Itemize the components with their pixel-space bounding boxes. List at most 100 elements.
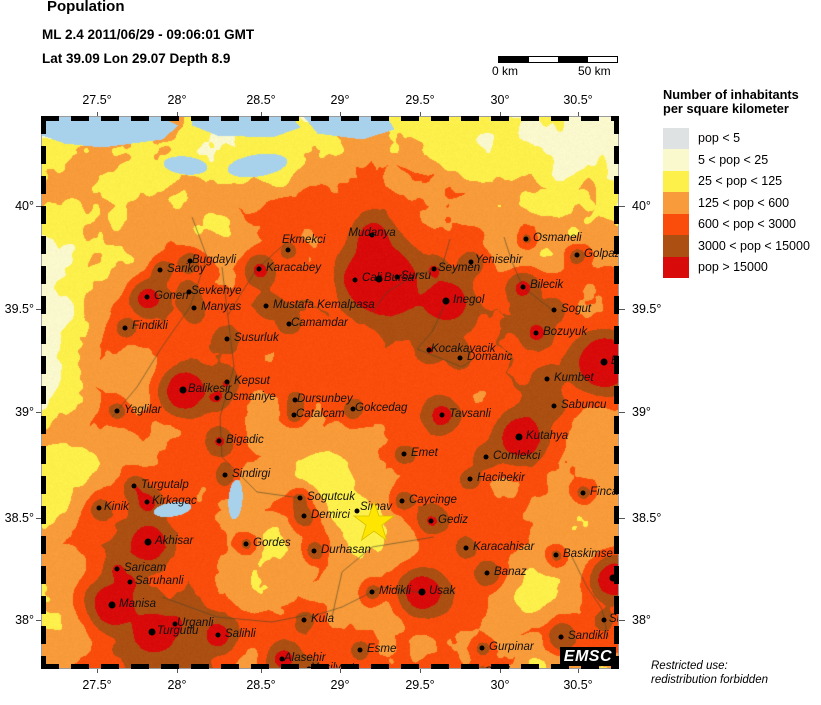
event-coordinates: Lat 39.09 Lon 29.07 Depth 8.9 <box>42 51 231 66</box>
city-marker <box>484 570 490 576</box>
city-label: Mudanya <box>348 227 396 239</box>
city-marker <box>263 303 269 309</box>
city-label: Bilecik <box>530 279 564 291</box>
city-marker <box>114 566 120 572</box>
city-marker <box>442 297 450 305</box>
legend-color-swatch <box>663 256 689 279</box>
lat-tick <box>619 206 625 207</box>
lat-label-left: 39° <box>15 405 34 419</box>
lat-label-left: 39.5° <box>4 302 34 316</box>
city-marker <box>187 258 193 264</box>
city-label: Emet <box>411 447 438 459</box>
city-marker <box>224 336 230 342</box>
legend-entry: 125 < pop < 600 <box>663 192 821 214</box>
city-marker <box>352 277 358 283</box>
city-label: Hacibekir <box>477 472 525 484</box>
city-marker <box>172 621 178 627</box>
lon-tick <box>261 112 262 116</box>
city-marker <box>144 294 150 300</box>
city-label: Kutahya <box>526 430 569 442</box>
city-marker <box>369 589 375 595</box>
city-label: Tavsanli <box>449 408 491 420</box>
lon-tick <box>177 669 178 673</box>
city-marker <box>515 433 523 441</box>
city-marker <box>292 397 298 403</box>
lat-tick <box>36 412 41 413</box>
city-label: Gurpinar <box>489 641 534 653</box>
city-marker <box>431 266 437 272</box>
city-label: Kocakavacik <box>431 343 496 355</box>
city-label: Yaglilar <box>124 404 162 416</box>
city-marker <box>426 347 432 353</box>
city-marker <box>601 617 607 623</box>
city-marker <box>467 476 473 482</box>
city-label: Durhasan <box>321 544 371 556</box>
legend: Number of inhabitants per square kilomet… <box>663 87 821 279</box>
city-label: Findikli <box>132 320 168 332</box>
city-label: Turgutlu <box>157 625 199 637</box>
city-label: Sogut <box>561 303 592 315</box>
lon-tick <box>97 669 98 673</box>
city-label: Sabuncu <box>561 399 607 411</box>
lat-tick <box>36 620 41 621</box>
lat-label-right: 39° <box>632 405 651 419</box>
city-label: Sursu <box>401 270 432 282</box>
epicenter-star-icon <box>353 501 395 541</box>
lon-label-top: 30.5° <box>563 93 593 107</box>
lon-label-top: 28.5° <box>246 93 276 107</box>
lon-label-top: 30° <box>490 93 510 107</box>
city-marker <box>544 376 550 382</box>
legend-color-swatch <box>663 235 689 257</box>
city-label: Manyas <box>201 301 242 313</box>
city-label: Sarikoy <box>167 263 206 275</box>
lat-tick <box>619 620 625 621</box>
city-label: Yesilyurt <box>311 662 355 669</box>
lon-tick <box>420 669 421 673</box>
legend-entry: 5 < pop < 25 <box>663 149 821 171</box>
city-label: Akhisar <box>155 535 194 547</box>
city-marker <box>401 451 407 457</box>
lat-tick <box>36 206 41 207</box>
city-label: Karacahisar <box>473 541 535 553</box>
legend-entry-label: 5 < pop < 25 <box>698 152 769 167</box>
city-marker <box>580 490 586 496</box>
city-marker <box>468 259 474 265</box>
legend-title: Number of inhabitants per square kilomet… <box>663 87 821 117</box>
city-label: Bugdayli <box>192 254 237 266</box>
city-marker <box>256 266 262 272</box>
legend-color-swatch <box>663 127 689 150</box>
city-label: Sogutcuk <box>307 491 355 503</box>
city-marker <box>350 406 356 412</box>
city-label: Usak <box>429 585 456 597</box>
city-marker <box>418 588 426 596</box>
city-label: Yenisehir <box>475 254 523 266</box>
legend-entry-label: 125 < pop < 600 <box>698 195 790 210</box>
legend-entry-label: 3000 < pop < 15000 <box>698 238 810 253</box>
lon-tick <box>340 669 341 673</box>
lon-tick <box>500 112 501 116</box>
city-label: Civril <box>484 666 510 668</box>
city-label: Urganli <box>177 617 214 629</box>
city-marker <box>558 634 564 640</box>
legend-entry: 25 < pop < 125 <box>663 170 821 193</box>
restricted-line1: Restricted use: <box>651 660 728 672</box>
legend-title-line2: per square kilometer <box>663 101 789 117</box>
city-marker <box>186 289 192 295</box>
legend-entry: pop < 5 <box>663 127 821 150</box>
city-label: Bigadic <box>226 434 264 446</box>
city-label: Gonen <box>154 290 189 302</box>
city-marker <box>428 518 434 524</box>
city-label: Balikesir <box>188 383 232 395</box>
lon-tick <box>177 112 178 116</box>
population-map[interactable]: Ekmekci Mudanya OsmaneliGolpazari SarikoyBu… <box>41 116 619 669</box>
lat-label-left: 38.5° <box>4 511 34 525</box>
lon-label-top: 29.5° <box>405 93 435 107</box>
city-label: Sandikli <box>568 630 609 642</box>
city-marker <box>96 505 102 511</box>
city-marker <box>483 454 489 460</box>
legend-title-line1: Number of inhabitants <box>663 87 799 102</box>
city-marker <box>297 495 303 501</box>
lat-label-right: 38° <box>632 613 651 627</box>
city-label: Ekmekci <box>282 234 326 246</box>
city-marker <box>553 552 559 558</box>
